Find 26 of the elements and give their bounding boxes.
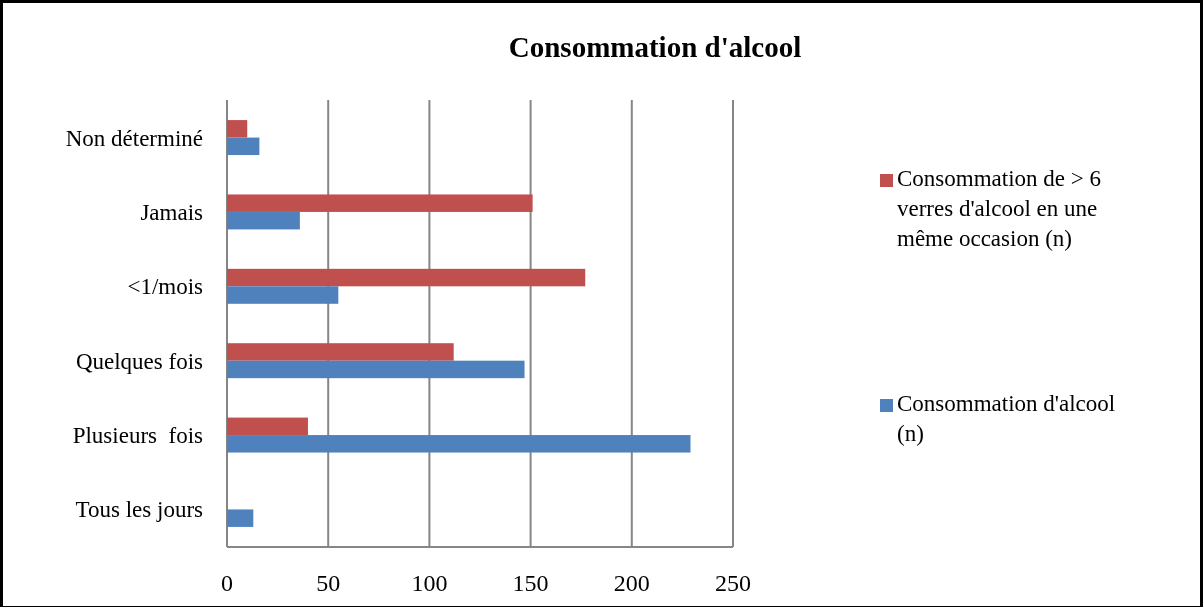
y-tick-label: Quelques fois (75, 348, 204, 374)
y-tick-label: Plusieurs fois (72, 423, 204, 449)
x-tick-label: 250 (715, 570, 751, 596)
bar (227, 509, 254, 527)
x-tick-label: 200 (613, 570, 650, 596)
bar (227, 360, 525, 379)
y-tick-label: <1/mois (127, 274, 204, 300)
bar (227, 417, 308, 436)
bar (227, 268, 586, 287)
x-tick-label: 0 (221, 570, 233, 596)
x-tick-label: 100 (411, 570, 448, 596)
x-tick-label: 150 (512, 570, 549, 596)
x-tick-label: 50 (316, 570, 341, 596)
legend-label: Consommation de > 6 verres d'alcool en une même occasion (n) (897, 166, 1101, 251)
bar (227, 120, 248, 138)
bar (227, 343, 454, 361)
y-tick-label: Non déterminé (65, 125, 203, 151)
bar (227, 211, 300, 230)
y-tick-label: Tous les jours (75, 497, 204, 523)
bar (227, 137, 260, 156)
legend-label: Consommation d'alcool (n) (897, 391, 1116, 446)
bar (227, 435, 691, 453)
bar (227, 194, 533, 212)
y-tick-label: Jamais (140, 199, 204, 225)
chart-title: Consommation d'alcool (508, 31, 802, 63)
bar (227, 286, 339, 304)
